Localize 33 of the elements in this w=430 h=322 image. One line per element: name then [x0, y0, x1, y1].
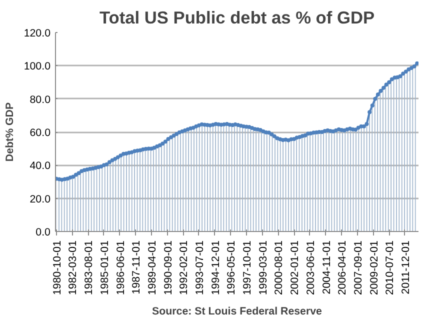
y-tick-label: 120.0: [24, 28, 51, 40]
x-tick-label: 1999-03-01: [257, 240, 270, 296]
x-tick-label: 1992-02-01: [178, 240, 190, 296]
y-tick-label: 40.0: [30, 160, 51, 172]
x-tick-label: 1997-10-01: [242, 240, 254, 296]
x-tick-label: 1990-09-01: [162, 240, 174, 296]
x-tick-label: 2003-06-01: [304, 240, 317, 296]
x-tick-label: 1986-06-01: [114, 240, 127, 296]
y-axis-title: Debt% GDP: [4, 102, 16, 162]
source-note: Source: St Louis Federal Reserve: [152, 306, 322, 318]
x-tick-label: 2000-08-01: [273, 240, 286, 296]
x-tick-label: 1993-07-01: [194, 240, 206, 296]
x-tick-label: 1983-08-01: [83, 240, 96, 296]
x-tick-label: 1996-05-01: [226, 240, 238, 296]
x-tick-label: 1985-01-01: [98, 240, 111, 296]
x-tick-label: 1994-12-01: [210, 240, 222, 296]
x-tick-label: 2007-09-01: [352, 240, 364, 296]
y-tick-label: 100.0: [24, 60, 51, 73]
x-tick-label: 2010-07-01: [384, 240, 396, 296]
x-tick-label: 1987-11-01: [130, 240, 143, 294]
x-tick-label: 1980-10-01: [51, 240, 64, 296]
x-tick-label: 2002-01-01: [289, 240, 302, 296]
y-tick-label: 0.0: [36, 226, 51, 238]
y-tick-label: 20.0: [30, 193, 51, 206]
x-tick-label: 2006-04-01: [336, 240, 349, 296]
y-tick-label: 60.0: [30, 127, 51, 139]
x-tick-label: 1989-04-01: [146, 240, 158, 296]
x-tick-label: 2004-11-01: [320, 240, 333, 294]
x-tick-label: 1982-03-01: [67, 240, 80, 296]
y-tick-label: 80.0: [30, 94, 51, 106]
x-tick-label: 2009-02-01: [368, 240, 380, 296]
x-tick-label: 2011-12-01: [400, 240, 412, 294]
chart-title: Total US Public debt as % of GDP: [99, 8, 375, 28]
